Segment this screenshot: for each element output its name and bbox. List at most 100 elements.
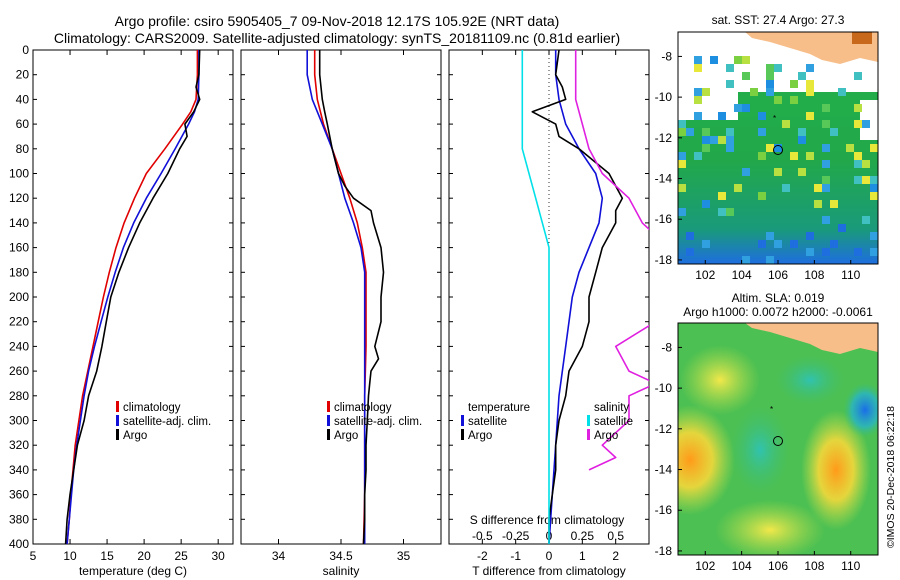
sla-map-subtitle: Argo h1000: 0.0072 h2000: -0.0061 xyxy=(683,305,873,319)
sst-pixel xyxy=(822,184,830,192)
map-y-tick-label: -12 xyxy=(655,131,673,145)
sst-pixel xyxy=(782,184,790,192)
sst-pixel xyxy=(798,72,806,80)
difference-legend: temperature satellite Argo salinity sate… xyxy=(461,402,633,442)
map-y-tick-label: -12 xyxy=(655,422,673,436)
sla-argo-marker xyxy=(773,436,783,446)
sst-pixel xyxy=(678,160,686,168)
temperature-x-ticks: 5 10 15 20 25 30 xyxy=(30,50,225,563)
sst-pixel xyxy=(806,232,814,240)
sst-pixel xyxy=(814,184,822,192)
series-line-satellite-adj-clim- xyxy=(306,50,366,544)
series-line-t-satellite xyxy=(548,50,604,544)
map-x-tick-label: 104 xyxy=(732,268,752,282)
sst-pixel xyxy=(710,136,718,144)
series-line-argo xyxy=(318,50,385,544)
sst-pixel xyxy=(854,248,862,256)
legend-climatology: climatology xyxy=(334,402,392,414)
sst-pixel xyxy=(846,144,854,152)
sst-pixel xyxy=(822,216,830,224)
top-tick-label: -0.5 xyxy=(472,529,493,543)
sst-pixel xyxy=(790,80,798,88)
sla-map: * xyxy=(678,323,878,555)
sst-pixel xyxy=(830,200,838,208)
difference-top-axis-label: S difference from climatology xyxy=(470,513,625,527)
x-tick-label: 25 xyxy=(174,549,188,563)
salinity-x-ticks: 34 34.5 35 xyxy=(272,50,410,563)
sst-pixel xyxy=(766,80,774,88)
sst-pixel xyxy=(822,248,830,256)
sst-pixel xyxy=(854,176,862,184)
map-y-tick-label: -10 xyxy=(655,381,673,395)
sst-pixel xyxy=(686,232,694,240)
depth-tick-label: 240 xyxy=(9,339,29,353)
sst-pixel xyxy=(726,128,734,136)
series-line-climatology xyxy=(66,50,199,544)
map-y-tick-label: -18 xyxy=(655,544,673,558)
sst-pixel xyxy=(870,184,878,192)
map-y-tick-label: -8 xyxy=(661,340,672,354)
sst-pixel xyxy=(870,192,878,200)
sst-pixel xyxy=(806,248,814,256)
sst-pixel xyxy=(742,56,750,64)
map-y-tick-label: -8 xyxy=(661,49,672,63)
depth-tick-label: 20 xyxy=(16,68,30,82)
sst-pixel xyxy=(822,104,830,112)
sst-pixel xyxy=(702,128,710,136)
imos-credit: ©IMOS 20-Dec-2018 06:22:18 xyxy=(885,406,897,548)
sst-pixel xyxy=(750,88,758,96)
sst-pixel xyxy=(790,152,798,160)
legend-satellite-adj: satellite-adj. clim. xyxy=(123,416,211,428)
sst-pixel xyxy=(678,120,686,128)
depth-tick-label: 360 xyxy=(9,488,29,502)
figure-title-line1: Argo profile: csiro 5905405_7 09-Nov-201… xyxy=(115,13,560,29)
sst-pixel xyxy=(702,144,710,152)
map-y-tick-label: -14 xyxy=(655,463,673,477)
sst-pixel xyxy=(702,240,710,248)
sst-pixel xyxy=(806,88,814,96)
sst-map-title: sat. SST: 27.4 Argo: 27.3 xyxy=(712,13,845,27)
sst-pixel xyxy=(806,80,814,88)
depth-tick-label: 120 xyxy=(9,191,29,205)
x-tick-label: 20 xyxy=(137,549,151,563)
temperature-series xyxy=(64,50,201,544)
depth-tick-label: 260 xyxy=(9,364,29,378)
x-tick-label: 0 xyxy=(546,549,553,563)
sst-pixel xyxy=(718,192,726,200)
sst-pixel xyxy=(854,72,862,80)
map-x-tick-label: 106 xyxy=(768,268,788,282)
sst-pixel xyxy=(838,224,846,232)
sst-pixel xyxy=(862,176,870,184)
difference-x-ticks: -2 -1 0 1 2 xyxy=(477,50,619,563)
map-x-tick-label: 102 xyxy=(695,559,715,573)
map-x-tick-label: 106 xyxy=(768,559,788,573)
sst-pixel xyxy=(766,144,774,152)
sst-pixel xyxy=(758,240,766,248)
sst-pixel xyxy=(790,96,798,104)
salinity-plot-frame xyxy=(240,49,442,545)
x-tick-label: 10 xyxy=(63,549,77,563)
sst-pixel xyxy=(822,176,830,184)
x-tick-label: 15 xyxy=(100,549,114,563)
sla-map-ticks: 102 104 106 108 110 -8 -10 -12 -14 -16 -18 xyxy=(655,340,861,573)
legend-s-satellite: satellite xyxy=(594,416,633,428)
figure-title-line2: Climatology: CARS2009. Satellite-adjuste… xyxy=(54,30,620,46)
sst-pixel xyxy=(678,184,686,192)
sst-pixel xyxy=(862,120,870,128)
sst-pixel xyxy=(854,152,862,160)
depth-tick-label: 380 xyxy=(9,512,29,526)
sst-pixel xyxy=(686,248,694,256)
sst-pixel xyxy=(782,120,790,128)
temperature-plot-frame xyxy=(32,49,234,545)
depth-tick-label: 100 xyxy=(9,167,29,181)
salinity-xlabel: salinity xyxy=(323,564,360,578)
sst-pixel xyxy=(758,128,766,136)
sst-pixel xyxy=(742,72,750,80)
sst-pixel xyxy=(766,232,774,240)
sst-pixel xyxy=(742,256,750,264)
depth-tick-label: 320 xyxy=(9,438,29,452)
map-y-tick-label: -10 xyxy=(655,90,673,104)
sst-pixel xyxy=(822,160,830,168)
legend-climatology: climatology xyxy=(123,402,181,414)
map-x-tick-label: 110 xyxy=(841,559,860,573)
